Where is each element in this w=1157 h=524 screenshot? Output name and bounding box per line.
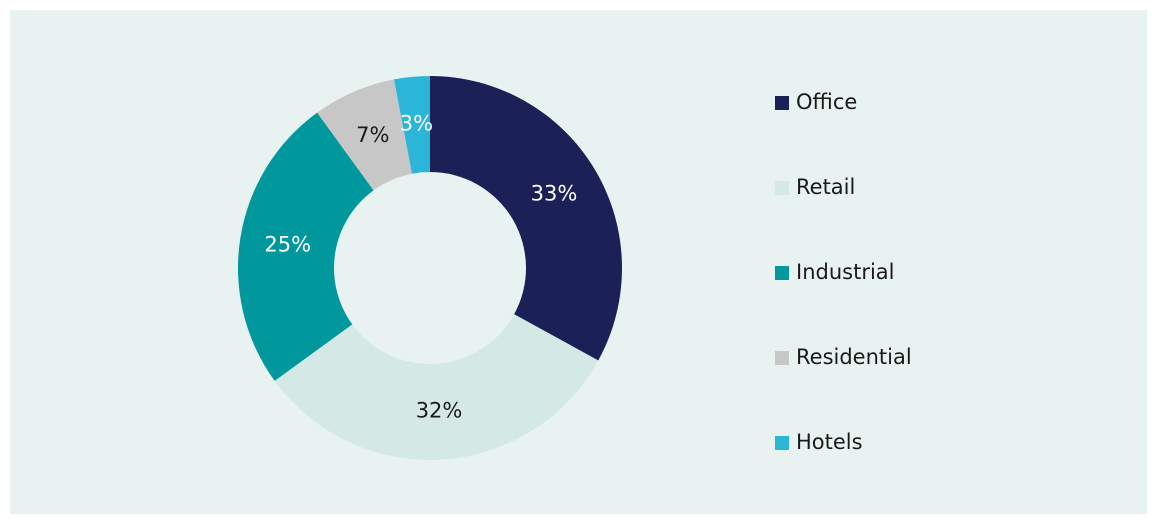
legend-label: Hotels [796,430,863,454]
legend-label: Residential [796,345,912,369]
donut-segment [238,112,374,381]
donut-segment [274,314,599,461]
data-label: 25% [264,232,311,256]
donut-segment [317,79,413,191]
legend-swatch [775,351,789,365]
legend-label: Office [796,90,857,114]
data-label: 3% [400,112,433,136]
donut-segment [430,76,622,361]
legend-label: Retail [796,175,855,199]
donut-segment [394,76,430,174]
legend-swatch [775,436,789,450]
legend-swatch [775,181,789,195]
legend-label: Industrial [796,260,895,284]
data-label: 32% [416,399,463,423]
data-label: 33% [531,182,578,206]
data-label: 7% [356,123,389,147]
legend-swatch [775,266,789,280]
legend-swatch [775,96,789,110]
